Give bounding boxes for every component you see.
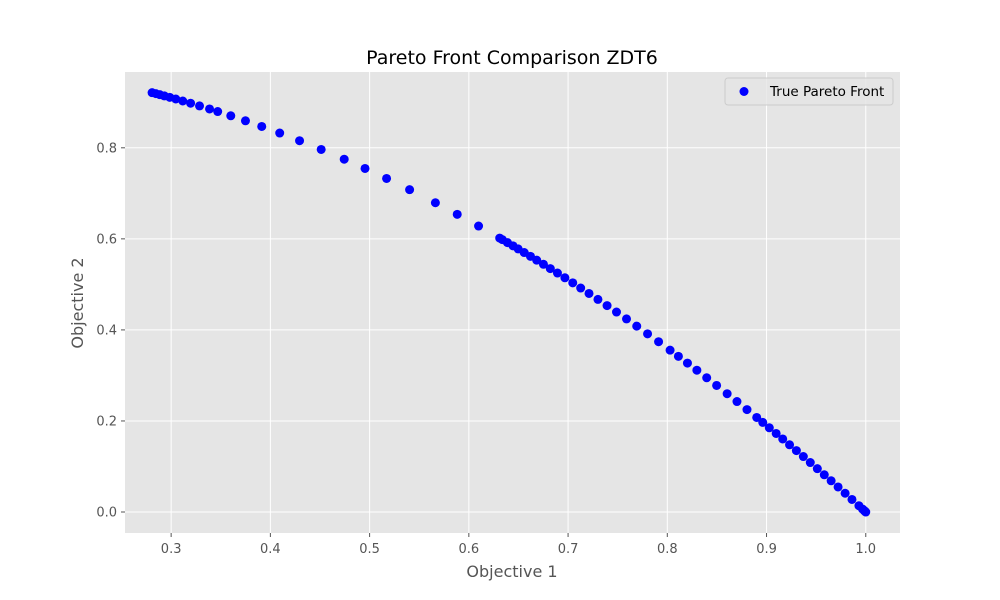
data-point [622, 314, 632, 324]
data-point [430, 198, 440, 208]
data-point [764, 423, 774, 433]
data-point [791, 446, 801, 456]
x-tick-label: 0.4 [260, 542, 281, 557]
data-point [771, 428, 781, 438]
data-point [213, 107, 223, 117]
x-tick-label: 1.0 [855, 542, 876, 557]
data-point [712, 380, 722, 390]
data-point [545, 264, 555, 274]
x-tick-label: 0.3 [161, 542, 182, 557]
plot-background [125, 72, 900, 533]
data-point [171, 94, 181, 104]
data-point [532, 255, 542, 265]
data-point [568, 278, 578, 288]
x-tick-label: 0.8 [657, 542, 678, 557]
legend-label: True Pareto Front [769, 84, 884, 100]
data-point [576, 283, 586, 293]
data-point [295, 136, 305, 146]
data-point [785, 440, 795, 450]
legend: True Pareto Front [724, 77, 894, 106]
data-point [833, 482, 843, 492]
data-points [147, 88, 871, 517]
data-point [602, 301, 612, 311]
legend-marker [739, 87, 749, 96]
data-point [178, 96, 188, 106]
data-point [257, 121, 267, 131]
data-point [643, 329, 653, 339]
chart-title: Pareto Front Comparison ZDT6 [366, 47, 658, 69]
data-point [195, 101, 205, 111]
data-point [752, 412, 762, 422]
data-point [805, 458, 815, 468]
data-point [673, 351, 683, 361]
grid-lines [125, 72, 900, 533]
data-point [584, 288, 594, 298]
x-tick-label: 0.6 [458, 542, 479, 557]
data-point [840, 488, 850, 498]
data-point [861, 507, 871, 517]
data-point [826, 476, 836, 486]
data-point [474, 221, 484, 231]
data-point [742, 405, 752, 415]
y-tick-label: 0.4 [96, 323, 117, 338]
data-point [226, 111, 236, 121]
data-point [452, 209, 462, 219]
data-point [812, 464, 822, 474]
data-point [275, 128, 285, 138]
data-point [593, 294, 603, 304]
data-point [186, 98, 196, 108]
data-point [339, 154, 349, 164]
legend-box [724, 77, 894, 106]
data-point [702, 373, 712, 383]
y-tick-label: 0.8 [96, 141, 117, 156]
y-axis-label: Objective 2 [68, 257, 87, 348]
data-point [382, 173, 392, 183]
y-tick-label: 0.6 [96, 232, 117, 247]
data-point [654, 337, 664, 347]
data-point [316, 144, 326, 154]
data-point [732, 397, 742, 407]
data-point [360, 163, 370, 173]
data-point [692, 365, 702, 375]
data-point [560, 273, 570, 283]
data-point [240, 116, 250, 126]
data-point [205, 104, 215, 114]
data-point [552, 268, 562, 278]
data-point [665, 345, 675, 355]
data-point [632, 321, 642, 331]
data-point [682, 358, 692, 368]
data-point [722, 389, 732, 399]
data-point [798, 452, 808, 462]
x-axis-ticks: 0.3 0.4 0.5 0.6 0.7 0.8 0.9 1.0 [161, 533, 876, 557]
data-point [758, 417, 768, 427]
data-point [819, 470, 829, 480]
y-axis-ticks: 0.0 0.2 0.4 0.6 0.8 [96, 141, 125, 521]
x-tick-label: 0.5 [359, 542, 380, 557]
data-point [778, 434, 788, 444]
y-tick-label: 0.2 [96, 414, 117, 429]
data-point [405, 185, 415, 195]
y-tick-label: 0.0 [96, 506, 117, 521]
x-axis-label: Objective 1 [466, 562, 557, 581]
data-point [611, 307, 621, 317]
x-tick-label: 0.9 [756, 542, 777, 557]
data-point [538, 259, 548, 269]
data-point [847, 494, 857, 504]
x-tick-label: 0.7 [558, 542, 579, 557]
